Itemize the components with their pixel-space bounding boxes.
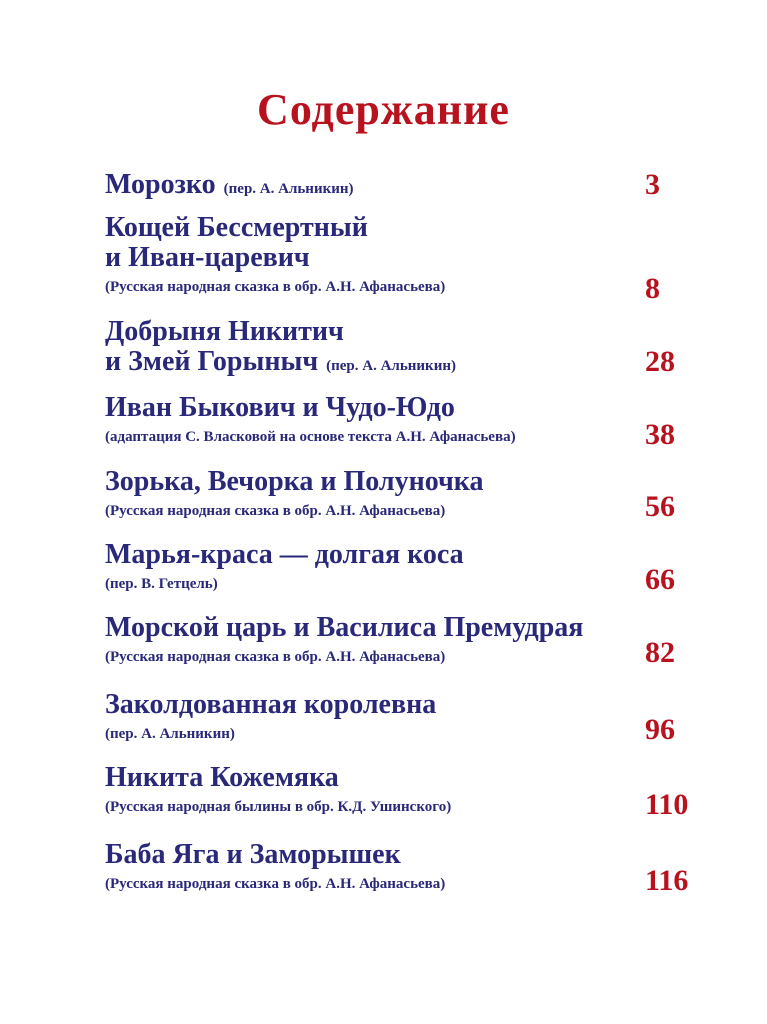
entry-title-text: Иван Быкович и Чудо-Юдо xyxy=(105,392,455,423)
entry-title: и Иван-царевич xyxy=(105,243,705,273)
entry-title: Иван Быкович и Чудо-Юдо xyxy=(105,393,705,423)
page-number: 116 xyxy=(645,864,689,897)
entry-title: Кощей Бессмертный xyxy=(105,213,705,243)
toc-entry: Морозко (пер. А. Альникин) xyxy=(105,170,705,204)
page-number: 8 xyxy=(645,272,660,305)
entry-source-note: (Русская народная сказка в обр. А.Н. Афа… xyxy=(105,279,446,295)
entry-title-text: Баба Яга и Заморышек xyxy=(105,839,401,870)
entry-title: Зорька, Вечорка и Полуночка xyxy=(105,467,705,497)
entry-title: Баба Яга и Заморышек xyxy=(105,840,705,870)
entry-title: Заколдованная королевна xyxy=(105,690,705,720)
page-title: Содержание xyxy=(257,85,510,134)
entry-title-text: и Иван-царевич xyxy=(105,242,310,273)
entry-translator-note: (пер. А. Альникин) xyxy=(223,181,354,197)
page-number: 82 xyxy=(645,636,675,669)
entry-title-text: Кощей Бессмертный xyxy=(105,212,368,243)
entry-source-note: (пер. В. Гетцель) xyxy=(105,576,218,592)
entry-title-text: Марья-краса — долгая коса xyxy=(105,539,464,570)
entry-title-text: и Змей Горыныч xyxy=(105,346,319,377)
page-number: 38 xyxy=(645,418,675,451)
entry-title: и Змей Горыныч (пер. А. Альникин) xyxy=(105,347,705,381)
toc-entry: Заколдованная королевна (пер. А. Альникин… xyxy=(105,690,705,748)
entry-title-text: Морской царь и Василиса Премудрая xyxy=(105,612,584,643)
page-number: 3 xyxy=(645,168,660,201)
entry-source-note: (Русская народная сказка в обр. А.Н. Афа… xyxy=(105,503,446,519)
toc-entry: Марья-краса — долгая коса (пер. В. Гетцел… xyxy=(105,540,705,598)
entry-title-text: Никита Кожемяка xyxy=(105,762,339,793)
toc-entry: Зорька, Вечорка и Полуночка (Русская наро… xyxy=(105,467,705,525)
entry-title: Никита Кожемяка xyxy=(105,763,705,793)
page-number: 56 xyxy=(645,490,675,523)
toc-entry: Кощей Бессмертный и Иван-царевич (Русская … xyxy=(105,213,705,301)
entry-source-note: (Русская народная сказка в обр. А.Н. Афа… xyxy=(105,876,446,892)
entry-source-note: (Русская народная былины в обр. К.Д. Уши… xyxy=(105,799,452,815)
page-number: 96 xyxy=(645,713,675,746)
entry-title-text: Морозко xyxy=(105,169,216,200)
entry-title-text: Зорька, Вечорка и Полуночка xyxy=(105,466,484,497)
entry-title: Добрыня Никитич xyxy=(105,317,705,347)
toc-entry: Морской царь и Василиса Премудрая (Русска… xyxy=(105,613,705,671)
toc-entry: Баба Яга и Заморышек (Русская народная ск… xyxy=(105,840,705,898)
entry-title: Морской царь и Василиса Премудрая xyxy=(105,613,705,643)
page-number: 110 xyxy=(645,788,689,821)
entry-title-text: Заколдованная королевна xyxy=(105,689,437,720)
entry-title: Марья-краса — долгая коса xyxy=(105,540,705,570)
page-number: 66 xyxy=(645,563,675,596)
entry-title: Морозко (пер. А. Альникин) xyxy=(105,170,705,204)
page-number: 28 xyxy=(645,345,675,378)
entry-title-text: Добрыня Никитич xyxy=(105,316,344,347)
toc-entry: Иван Быкович и Чудо-Юдо (адаптация С. Вла… xyxy=(105,393,705,451)
entry-source-note: (Русская народная сказка в обр. А.Н. Афа… xyxy=(105,649,446,665)
toc-entry: Никита Кожемяка (Русская народная былины … xyxy=(105,763,705,821)
toc-entry: Добрыня Никитич и Змей Горыныч (пер. А. Ал… xyxy=(105,317,705,381)
entry-source-note: (пер. А. Альникин) xyxy=(105,726,235,742)
entry-translator-note: (пер. А. Альникин) xyxy=(326,358,456,374)
entry-source-note: (адаптация С. Власковой на основе текста… xyxy=(105,429,516,445)
